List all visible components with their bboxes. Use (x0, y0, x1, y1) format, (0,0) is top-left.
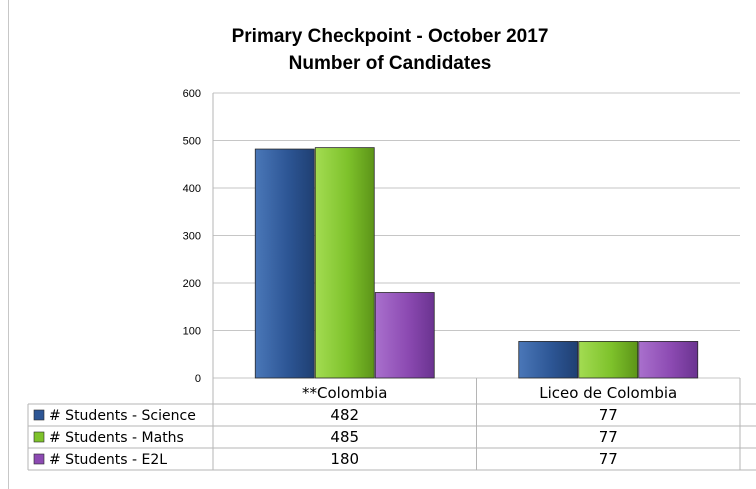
y-tick-label: 0 (195, 373, 201, 385)
category-label: **Colombia (302, 384, 388, 402)
bars (254, 147, 699, 379)
legend-key (33, 453, 45, 465)
data-label: 485 (330, 428, 359, 446)
y-tick-label: 500 (183, 136, 201, 148)
y-tick-label: 100 (183, 326, 201, 338)
bar (518, 341, 579, 379)
bar (254, 148, 315, 379)
bar (578, 341, 639, 379)
chart-title: Primary Checkpoint - October 2017 (232, 26, 549, 47)
y-tick-label: 200 (183, 278, 201, 290)
category-label: Liceo de Colombia (539, 384, 677, 402)
bar (638, 341, 699, 379)
legend-key (33, 431, 45, 443)
bar (314, 147, 375, 379)
data-label: 77 (599, 450, 618, 468)
data-label: 77 (599, 406, 618, 424)
y-tick-label: 400 (183, 183, 201, 195)
series-label: # Students - Maths (49, 430, 184, 446)
series-label: # Students - E2L (49, 452, 167, 468)
y-tick-label: 600 (183, 88, 201, 100)
data-label: 77 (599, 428, 618, 446)
y-tick-label: 300 (183, 231, 201, 243)
data-label: 180 (330, 450, 359, 468)
y-axis-tick-labels: 0 100 200 300 400 500 600 (183, 88, 201, 385)
data-table: **Colombia Liceo de Colombia # Students - … (27, 378, 756, 471)
data-label: 482 (330, 406, 359, 424)
left-border-rule (8, 0, 9, 489)
legend-key (33, 409, 45, 421)
bar (374, 292, 435, 379)
chart-subtitle: Number of Candidates (289, 53, 492, 74)
series-label: # Students - Science (49, 408, 196, 424)
